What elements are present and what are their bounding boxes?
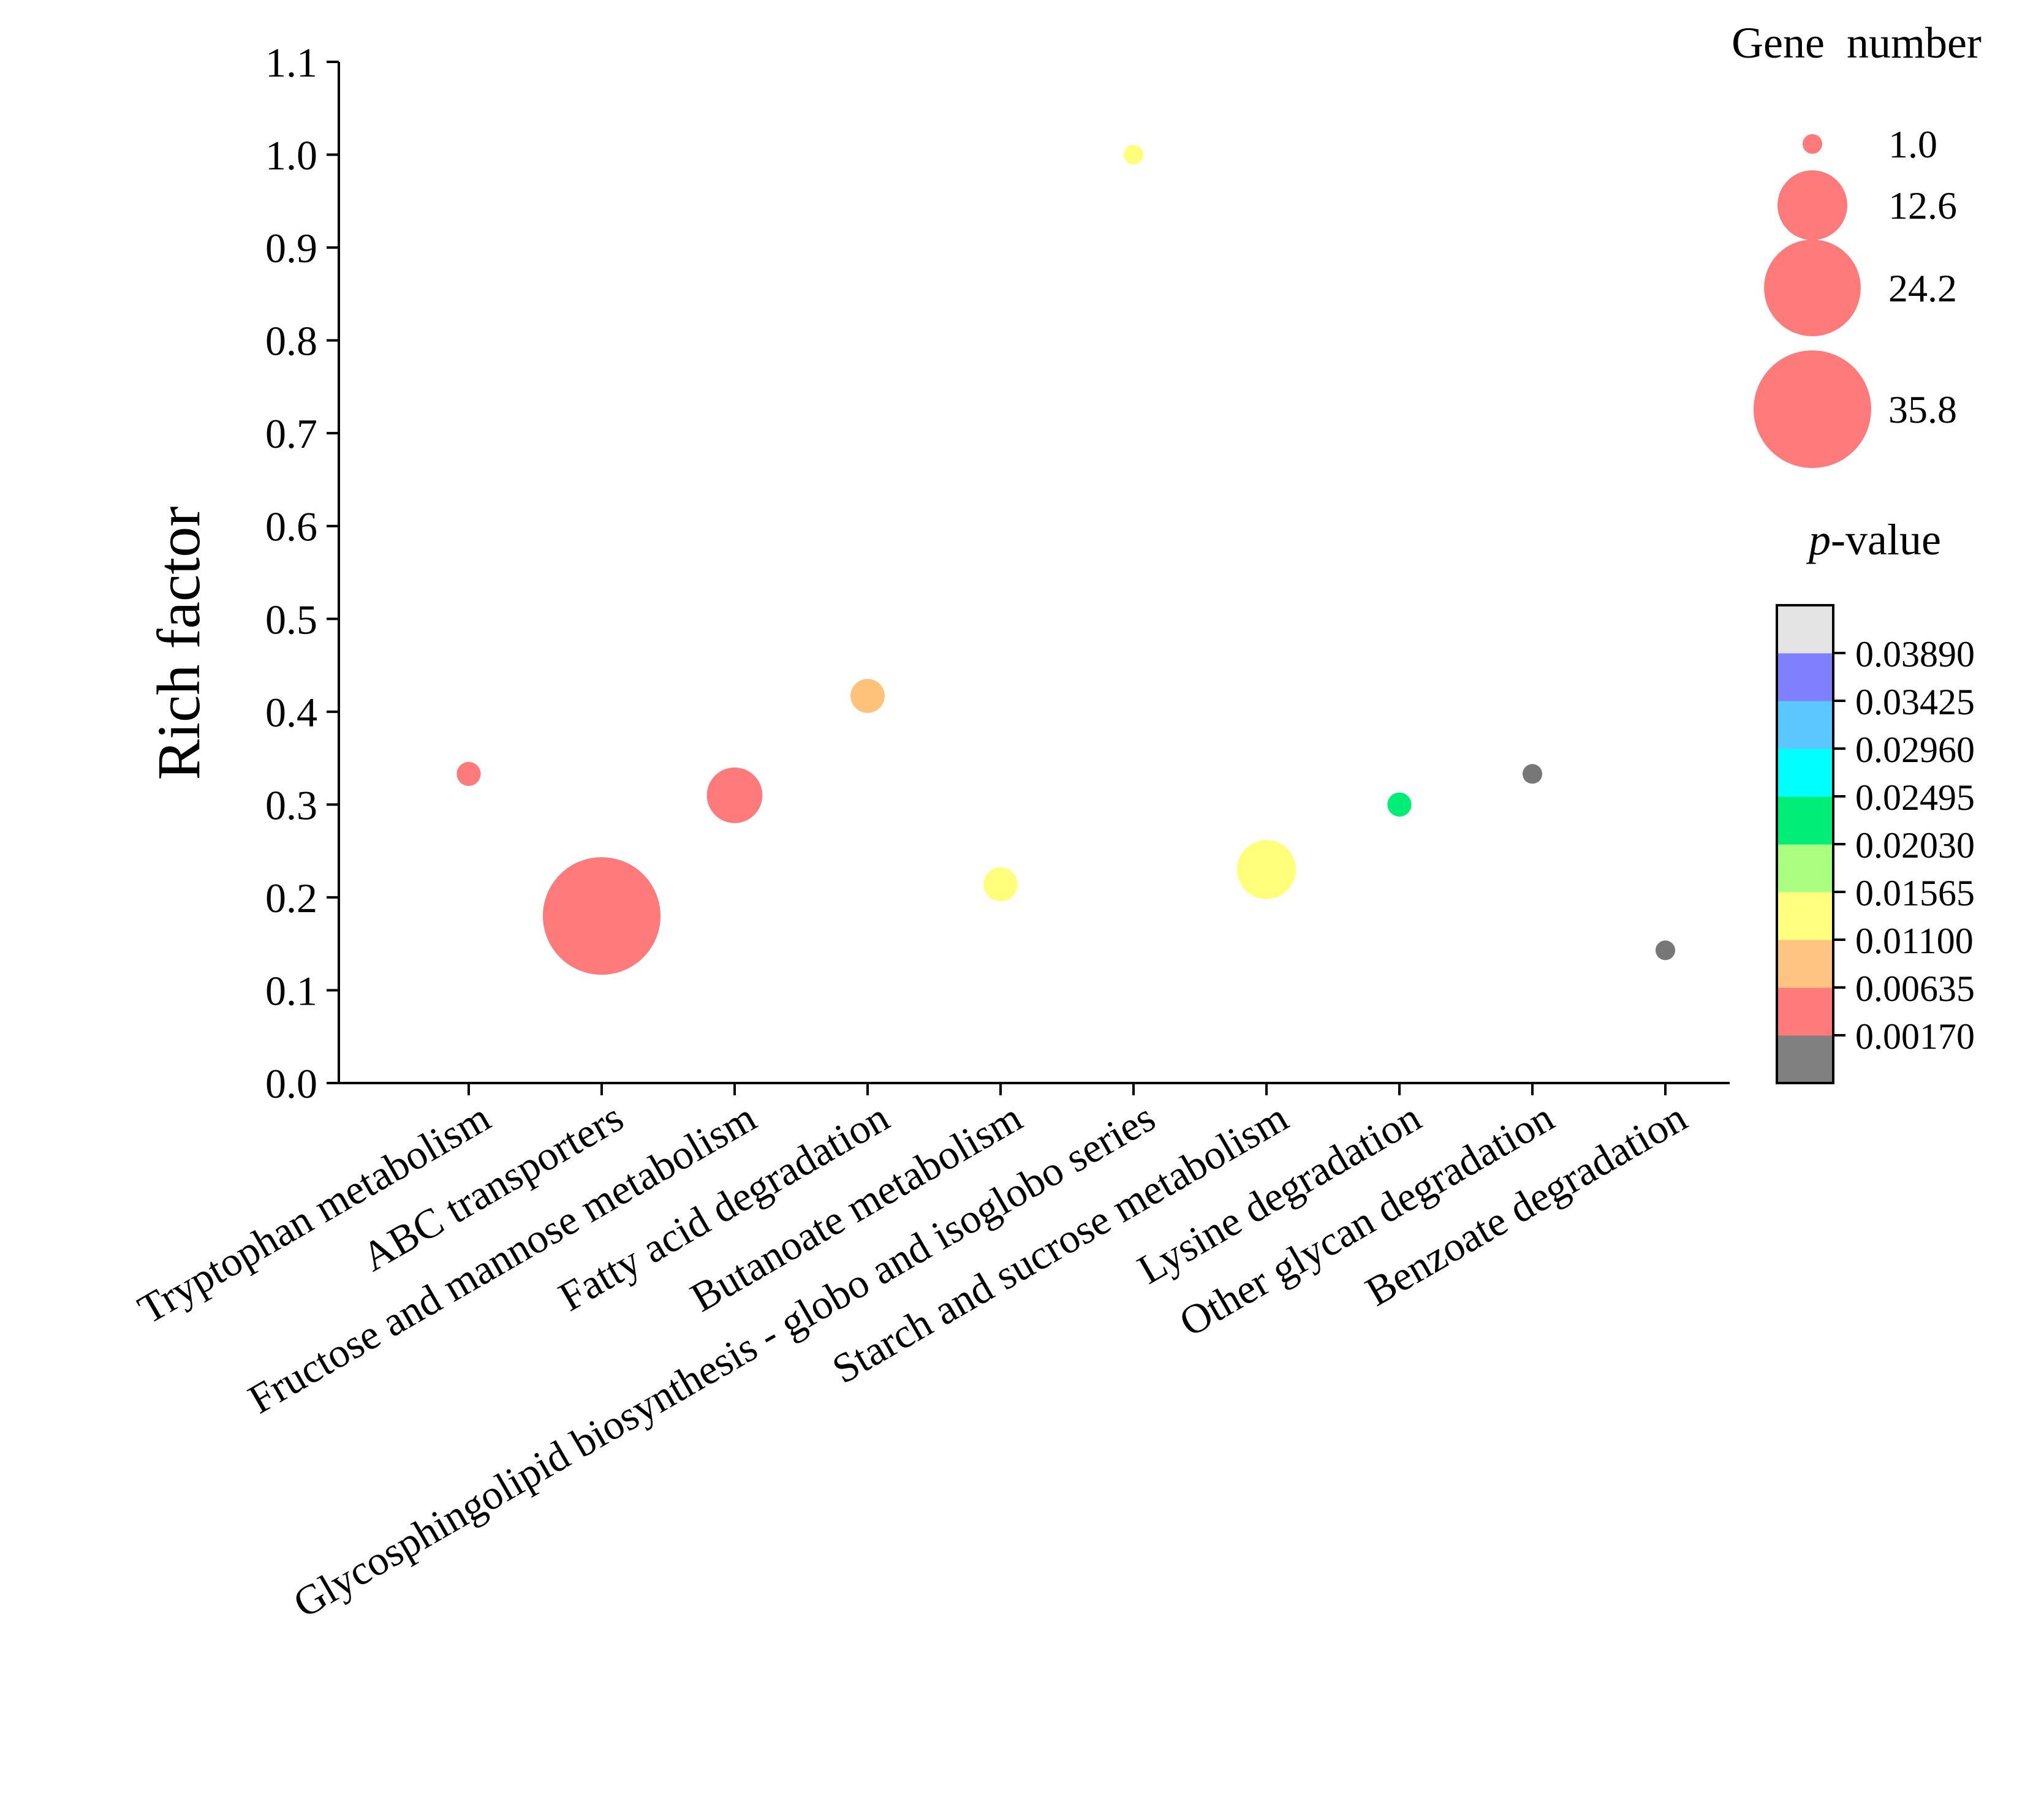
size-legend-label: 12.6	[1888, 184, 1957, 227]
size-legend-title: Gene number	[1732, 18, 1982, 67]
data-bubble	[983, 867, 1018, 902]
colorbar-segment	[1777, 796, 1833, 845]
y-tick-label: 0.0	[265, 1060, 317, 1107]
colorbar-label: 0.02030	[1855, 825, 1975, 866]
data-bubble	[456, 761, 481, 787]
colorbar-segment	[1777, 653, 1833, 701]
data-bubble	[1236, 840, 1296, 899]
y-tick-label: 0.4	[265, 689, 317, 736]
p-value-legend: p-value 0.03890 0.03425 0.02960 0.02495 0.02…	[1776, 515, 1975, 1084]
y-tick-label: 0.3	[265, 782, 317, 828]
y-tick-label: 0.5	[265, 596, 317, 643]
y-tick-label: 0.8	[265, 318, 317, 364]
size-legend-label: 1.0	[1888, 123, 1937, 166]
y-tick-label: 0.2	[265, 875, 317, 921]
colorbar-segment	[1777, 701, 1833, 749]
colorbar-label: 0.01100	[1855, 921, 1974, 961]
y-tick-label: 0.6	[265, 504, 317, 550]
data-bubble	[1655, 940, 1676, 961]
colorbar-label: 0.02495	[1855, 777, 1975, 818]
colorbar-segment	[1777, 940, 1833, 988]
data-bubble	[850, 679, 885, 713]
y-tick-label: 1.1	[265, 39, 317, 86]
size-legend-bubble	[1754, 350, 1871, 468]
colorbar-segment	[1777, 605, 1833, 654]
colorbar-segment	[1777, 892, 1833, 940]
bubble-layer	[456, 145, 1676, 975]
y-axis-title: Rich factor	[145, 506, 213, 780]
y-tick-labels: 0.0 0.1 0.2 0.3 0.4 0.5 0.6 0.7 0.8 0.9 1.0 1.1	[265, 39, 317, 1107]
data-bubble	[1522, 764, 1543, 784]
colorbar-label: 0.00170	[1855, 1016, 1975, 1057]
colorbar-label: 0.02960	[1855, 730, 1975, 770]
data-bubble	[543, 857, 661, 975]
color-legend-title-italic: p	[1806, 515, 1831, 564]
plot-axes	[327, 61, 1730, 1095]
size-legend-label: 35.8	[1888, 388, 1957, 431]
color-legend-title: p-value	[1806, 515, 1941, 564]
colorbar-label: 0.00635	[1855, 968, 1975, 1009]
data-bubble	[706, 767, 763, 823]
y-tick-label: 0.1	[265, 967, 317, 1014]
size-legend-bubble	[1802, 134, 1823, 154]
data-bubble	[1123, 145, 1144, 165]
gene-number-legend: Gene number 1.0 12.6 24.2 35.8	[1732, 18, 1982, 468]
colorbar-label: 0.03425	[1855, 682, 1975, 722]
colorbar-segment	[1777, 987, 1833, 1036]
y-tick-label: 0.9	[265, 225, 317, 271]
colorbar-label: 0.01565	[1855, 873, 1975, 913]
size-legend-label: 24.2	[1888, 266, 1957, 310]
size-legend-bubble	[1764, 240, 1861, 336]
y-tick-label: 1.0	[265, 132, 317, 179]
colorbar-segment	[1777, 844, 1833, 893]
data-bubble	[1387, 792, 1412, 817]
size-legend-bubble	[1777, 170, 1847, 240]
y-tick-label: 0.7	[265, 410, 317, 457]
colorbar-segment	[1777, 749, 1833, 797]
colorbar-segment	[1777, 1035, 1833, 1084]
color-legend-title-rest: -value	[1831, 515, 1941, 564]
colorbar-label: 0.03890	[1855, 634, 1975, 674]
